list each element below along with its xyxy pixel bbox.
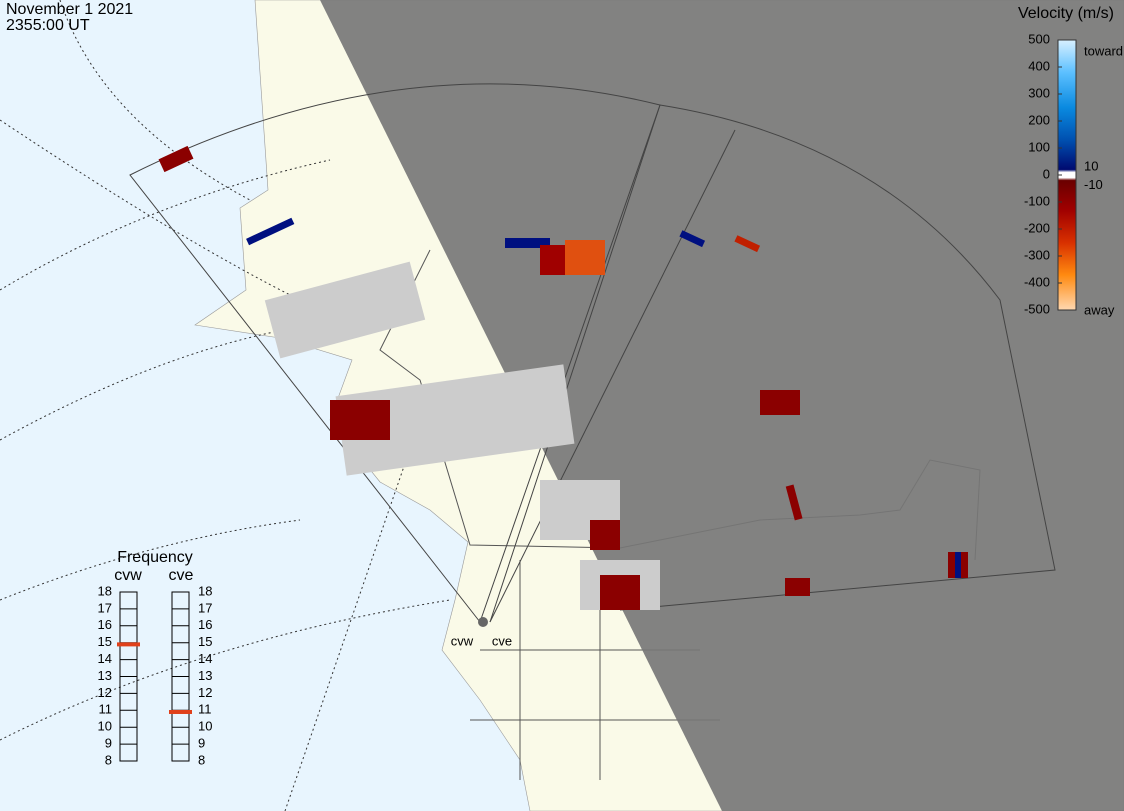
graticule — [0, 0, 451, 811]
time: 2355:00 UT — [6, 17, 90, 34]
frequency-label: 14 — [98, 651, 112, 666]
radar-fans — [129, 83, 1056, 624]
frequency-label: 10 — [198, 719, 212, 734]
site-label: cve — [492, 633, 512, 648]
colorbar-label: 300 — [1028, 85, 1050, 100]
colorbar-label: 500 — [1028, 31, 1050, 46]
frequency-label: 15 — [98, 634, 112, 649]
radar-site — [478, 617, 488, 627]
frequency-label: 15 — [198, 634, 212, 649]
frequency-label: 8 — [198, 752, 205, 767]
colorbar-label: -100 — [1024, 193, 1050, 208]
frequency-label: 16 — [98, 617, 112, 632]
frequency-label: 9 — [198, 736, 205, 751]
frequency-marker — [169, 709, 192, 714]
toward-label: toward — [1084, 43, 1123, 58]
frequency-label: 8 — [105, 752, 112, 767]
colorbar-label: -200 — [1024, 220, 1050, 235]
frequency-label: 12 — [98, 685, 112, 700]
colorbar-label: 100 — [1028, 139, 1050, 154]
frequency-label: 16 — [198, 617, 212, 632]
frequency-label: 18 — [198, 583, 212, 598]
frequency-label: 17 — [98, 600, 112, 615]
colorbar-label: 0 — [1043, 166, 1050, 181]
colorbar-label: -400 — [1024, 274, 1050, 289]
frequency-label: 13 — [198, 668, 212, 683]
frequency-label: 13 — [98, 668, 112, 683]
site-label: cvw — [451, 633, 474, 648]
frequency-label: 10 — [98, 719, 112, 734]
frequency-label: 11 — [99, 702, 113, 717]
frequency-label: 11 — [198, 702, 212, 717]
frequency-label: 18 — [98, 583, 112, 598]
frequency-label: 14 — [198, 651, 212, 666]
legend-title: Velocity (m/s) — [1018, 5, 1114, 22]
colorbar-label: -500 — [1024, 301, 1050, 316]
date: November 1 2021 — [6, 1, 133, 18]
colorbar-label: -300 — [1024, 247, 1050, 262]
away-label: away — [1084, 302, 1115, 317]
colorbar-label: 400 — [1028, 58, 1050, 73]
radar-name: cvw — [114, 567, 142, 584]
frequency-label: 17 — [198, 600, 212, 615]
night-shade — [320, 0, 1124, 811]
colorbar-label: 10 — [1084, 159, 1098, 174]
colorbar-label: 200 — [1028, 112, 1050, 127]
colorbar-label: -10 — [1084, 177, 1103, 192]
frequency-marker — [117, 642, 140, 647]
frequency-title: Frequency — [117, 549, 193, 566]
radar-name: cve — [169, 567, 194, 584]
velocity-cells — [158, 145, 968, 610]
frequency-label: 12 — [198, 685, 212, 700]
frequency-label: 9 — [105, 736, 112, 751]
